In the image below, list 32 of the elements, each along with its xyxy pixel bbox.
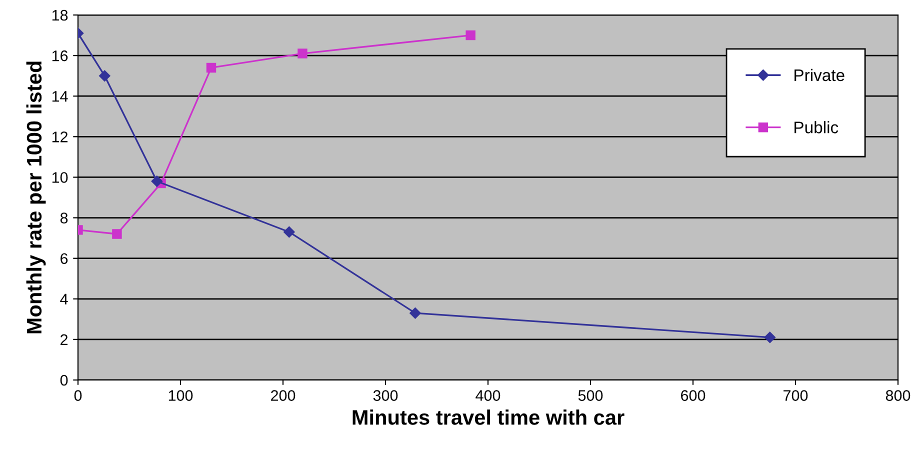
x-tick-label: 0 — [74, 390, 82, 401]
x-tick-label: 200 — [271, 390, 296, 401]
y-tick-label: 12 — [52, 132, 68, 142]
x-tick-label: 100 — [168, 390, 193, 401]
point — [99, 70, 110, 82]
x-tick-label: 500 — [578, 390, 603, 401]
point — [284, 226, 295, 238]
point — [410, 307, 421, 319]
point — [206, 62, 216, 73]
y-tick-label: 18 — [52, 10, 68, 21]
x-tick-label: 800 — [886, 390, 910, 401]
point — [764, 332, 776, 344]
y-tick-label: 8 — [60, 212, 68, 224]
x-tick-label: 400 — [476, 390, 500, 401]
y-axis-title: Monthly rate per 1000 listed — [26, 62, 46, 334]
y-tick-label: 0 — [60, 374, 68, 386]
legend-label: Public — [794, 121, 838, 134]
y-tick-label: 10 — [52, 172, 68, 183]
point — [151, 176, 163, 187]
legend-label: Private — [794, 68, 844, 82]
x-tick-label: 300 — [373, 390, 398, 401]
y-tick-label: 16 — [52, 50, 68, 62]
point — [112, 229, 122, 239]
y-tick-label: 14 — [52, 91, 68, 102]
y-tick-label: 6 — [60, 253, 68, 264]
y-tick-label: 4 — [60, 294, 68, 304]
x-axis-title: Minutes travel time with car — [352, 410, 624, 425]
point — [298, 48, 308, 58]
x-tick-label: 700 — [784, 390, 808, 401]
point — [466, 30, 476, 40]
x-tick-label: 600 — [681, 390, 706, 401]
y-tick-label: 2 — [60, 334, 68, 345]
